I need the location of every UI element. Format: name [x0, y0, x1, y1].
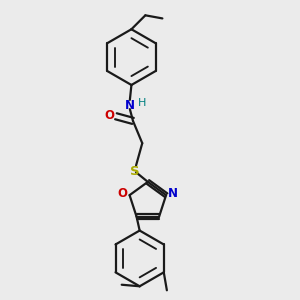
Text: S: S: [130, 165, 139, 178]
Text: H: H: [137, 98, 146, 108]
Text: O: O: [104, 109, 114, 122]
Text: N: N: [168, 187, 178, 200]
Text: N: N: [125, 99, 135, 112]
Text: O: O: [118, 187, 128, 200]
